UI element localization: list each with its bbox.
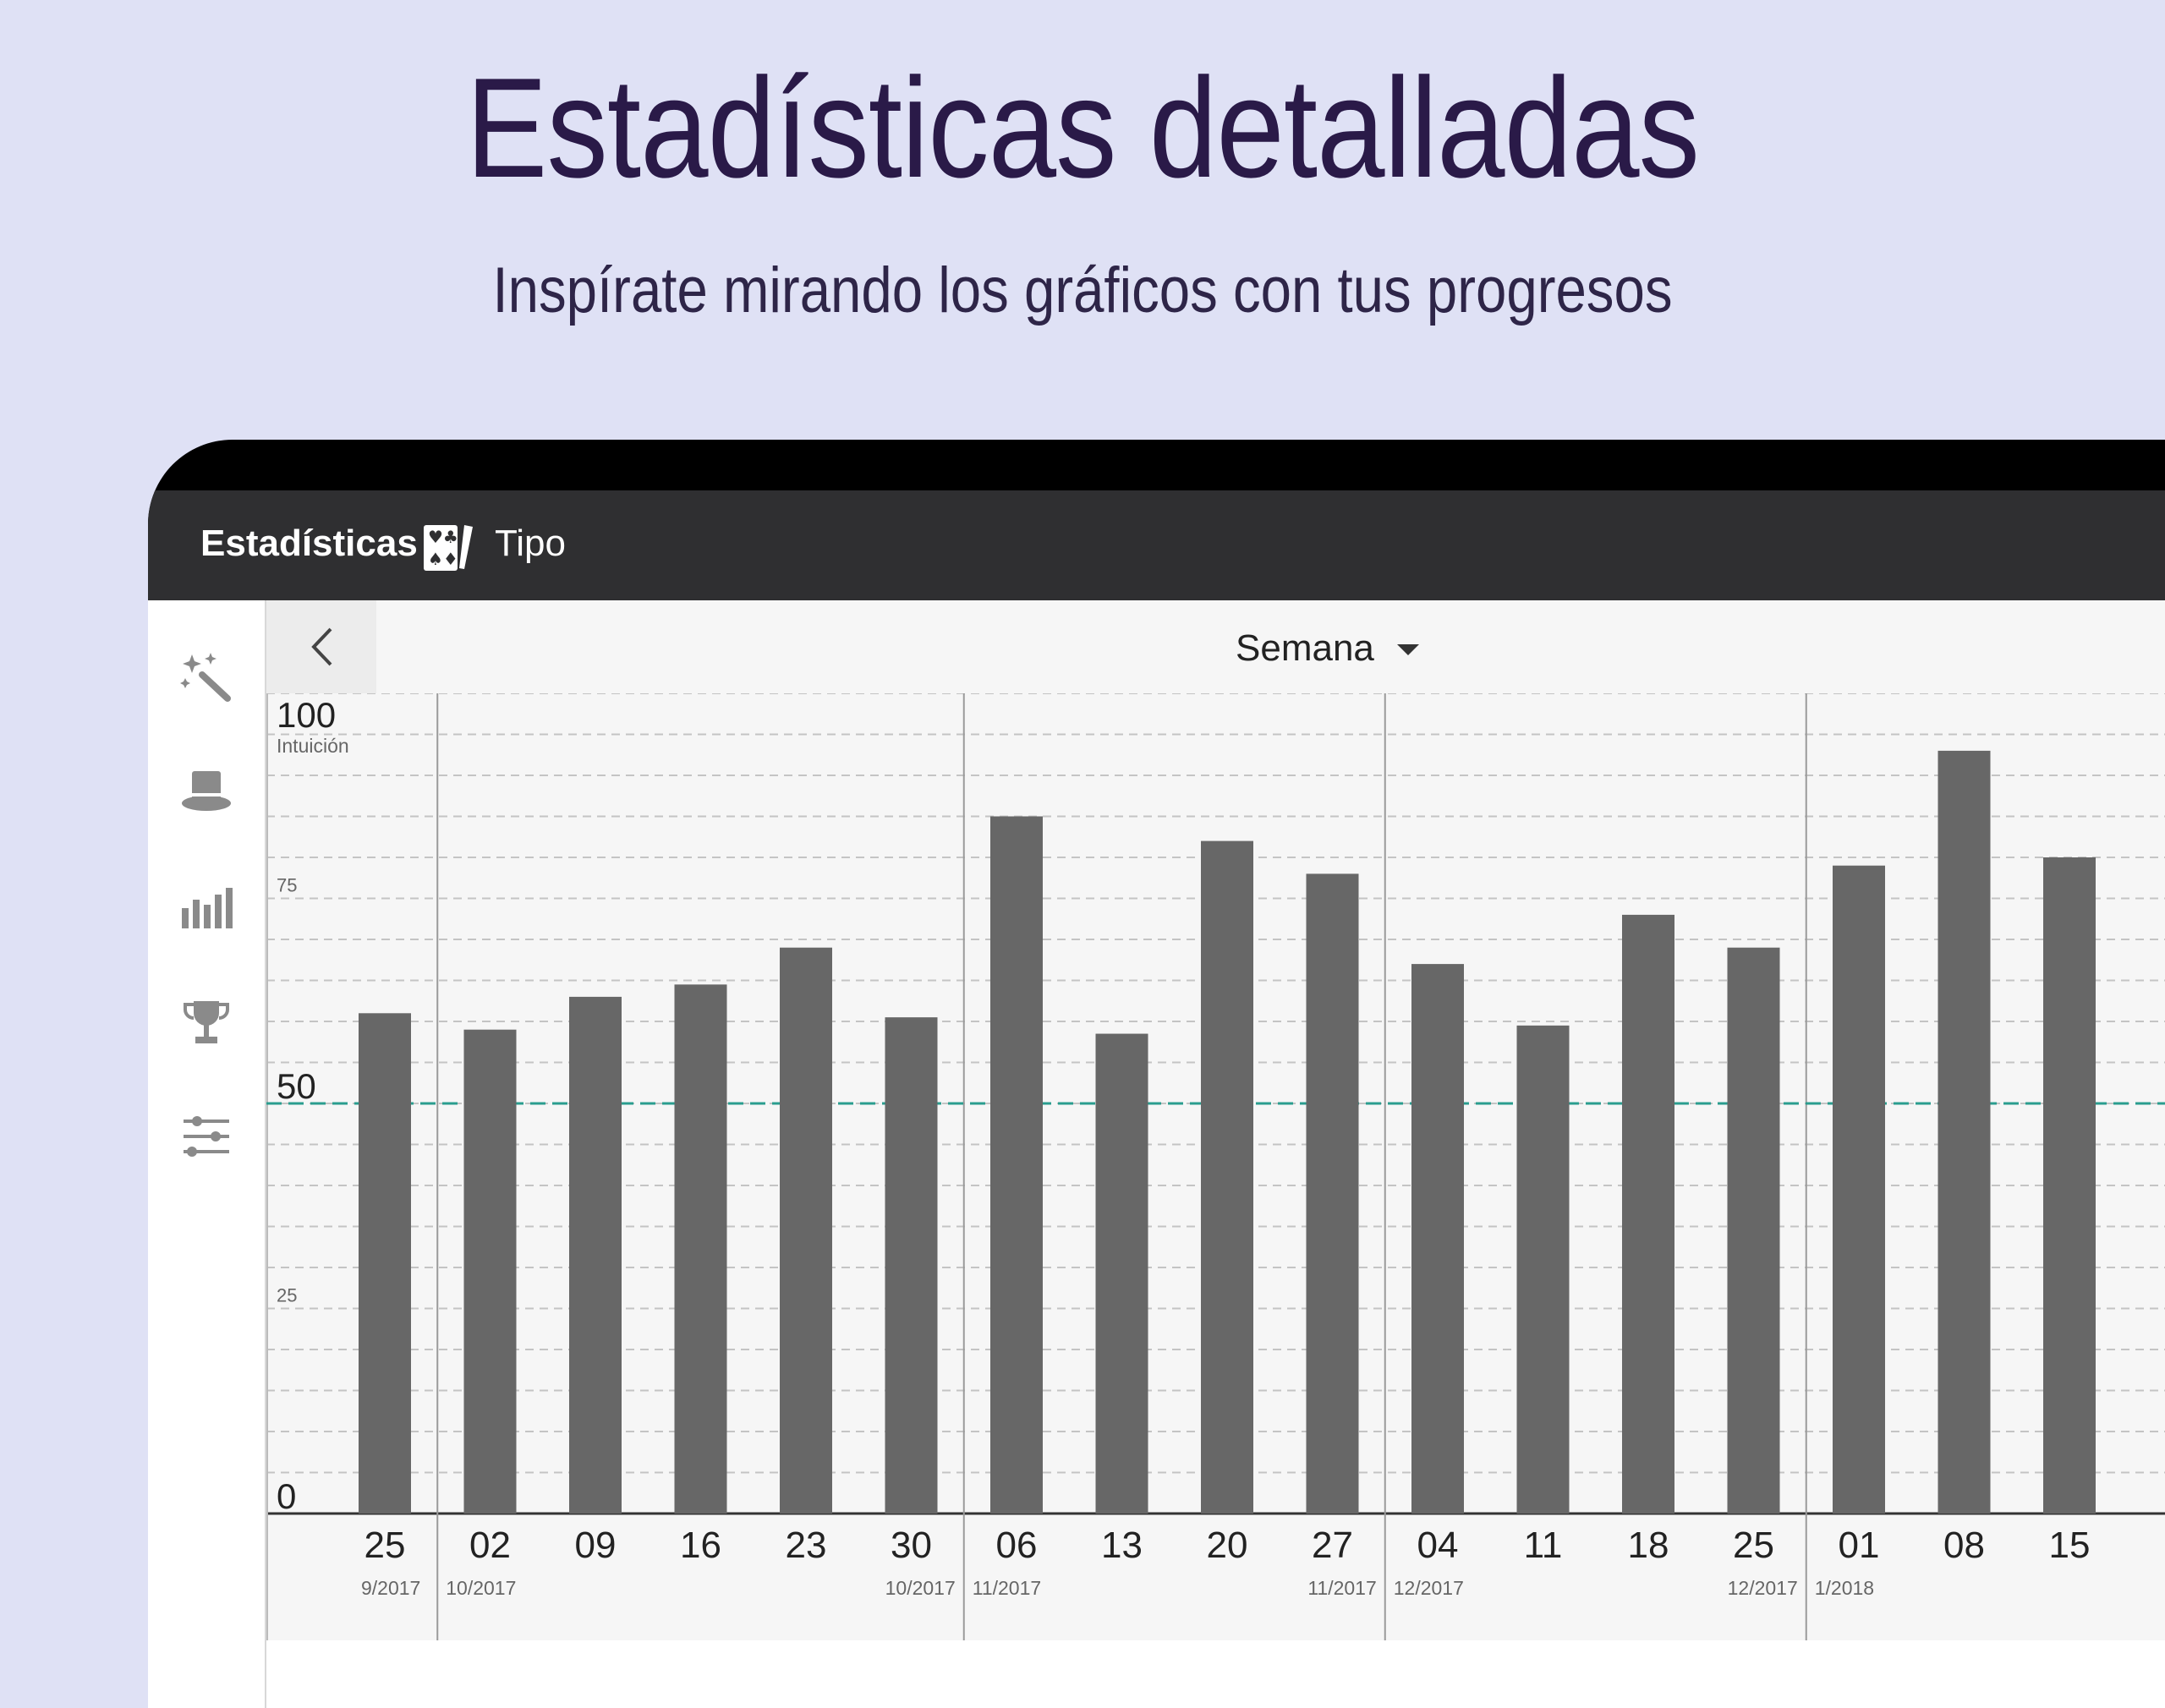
bar — [1516, 1025, 1570, 1514]
svg-text:♥♣: ♥♣ — [428, 527, 458, 547]
sliders-icon[interactable] — [180, 1111, 233, 1163]
subline: Inspírate mirando los gráficos con tus p… — [492, 255, 1673, 326]
sidebar — [148, 600, 266, 1708]
y-tick-label: 50 — [277, 1066, 316, 1106]
x-tick-label: 11 — [1524, 1525, 1563, 1566]
x-tick-label: 02 — [469, 1525, 511, 1566]
trophy-icon[interactable] — [180, 996, 233, 1048]
bar — [2043, 857, 2096, 1514]
y-tick-label: 25 — [277, 1285, 297, 1306]
x-tick-label: 01 — [1839, 1525, 1880, 1566]
month-label: 11/2017 — [973, 1577, 1041, 1599]
tablet-frame: Estadísticas ♥♣ ♠♦ Tipo — [148, 440, 2165, 1708]
month-label: 9/2017 — [361, 1577, 420, 1599]
month-label: 11/2017 — [1307, 1577, 1376, 1599]
period-selector[interactable]: Semana — [1236, 627, 1374, 669]
x-tick-label: 25 — [364, 1525, 406, 1566]
bar — [1727, 947, 1780, 1514]
x-tick-label: 15 — [2049, 1525, 2091, 1566]
bar — [1095, 1033, 1148, 1514]
dropdown-caret-icon[interactable] — [1397, 644, 1419, 655]
month-label: 12/2017 — [1394, 1577, 1464, 1599]
period-navigation: Semana — [266, 600, 2165, 693]
bar — [1938, 750, 1991, 1514]
y-tick-label: 0 — [277, 1476, 296, 1516]
bar — [674, 984, 727, 1514]
x-tick-label: 13 — [1101, 1525, 1143, 1566]
month-label: 1/2018 — [1815, 1577, 1874, 1599]
month-label: 10/2017 — [885, 1577, 956, 1599]
bar — [1306, 873, 1359, 1514]
x-tick-label: 06 — [996, 1525, 1038, 1566]
chart-area: 100 50 0 75 25 Intuición 25 02 09 16 23 30 06 13 20 27 0… — [266, 693, 2165, 1640]
x-tick-label: 30 — [891, 1525, 932, 1566]
bar — [1201, 840, 1253, 1514]
previous-period-button[interactable] — [266, 600, 376, 693]
bar — [885, 1017, 938, 1514]
svg-text:♠♦: ♠♦ — [428, 549, 458, 569]
bar — [463, 1029, 517, 1514]
headline: Estadísticas detalladas — [466, 48, 1700, 207]
x-tick-label: 08 — [1943, 1525, 1985, 1566]
y-axis-label: Intuición — [277, 735, 349, 757]
magic-wand-icon[interactable] — [180, 649, 233, 702]
x-tick-label: 04 — [1417, 1525, 1459, 1566]
app-bar: Estadísticas ♥♣ ♠♦ Tipo — [148, 490, 2165, 600]
page-title: Estadísticas — [200, 523, 418, 564]
bar — [569, 996, 622, 1514]
top-hat-icon[interactable] — [180, 764, 233, 817]
cards-icon[interactable]: ♥♣ ♠♦ — [422, 520, 478, 576]
x-tick-label: 09 — [575, 1525, 617, 1566]
bar-chart-icon[interactable] — [180, 879, 233, 932]
stats-content: Semana 100 50 0 75 25 Intuición 25 02 09 16 23 30 06… — [148, 600, 2165, 1708]
x-tick-label: 16 — [680, 1525, 721, 1566]
x-tick-label: 27 — [1312, 1525, 1353, 1566]
bar — [359, 1013, 411, 1514]
month-label: 10/2017 — [446, 1577, 516, 1599]
x-tick-label: 20 — [1207, 1525, 1248, 1566]
type-selector[interactable]: Tipo — [495, 523, 566, 564]
chevron-left-icon — [311, 627, 332, 666]
x-tick-label: 25 — [1733, 1525, 1774, 1566]
bar — [1833, 865, 1885, 1514]
bar — [1622, 914, 1674, 1514]
y-tick-label: 100 — [277, 695, 336, 735]
bar — [780, 947, 832, 1514]
bar-chart: 100 50 0 75 25 Intuición 25 02 09 16 23 30 06 13 20 27 0… — [266, 693, 2165, 1640]
bar — [990, 816, 1043, 1514]
y-tick-label: 75 — [277, 875, 297, 896]
x-tick-label: 18 — [1628, 1525, 1669, 1566]
month-label: 12/2017 — [1728, 1577, 1798, 1599]
bar — [1411, 964, 1464, 1514]
x-tick-label: 23 — [786, 1525, 827, 1566]
